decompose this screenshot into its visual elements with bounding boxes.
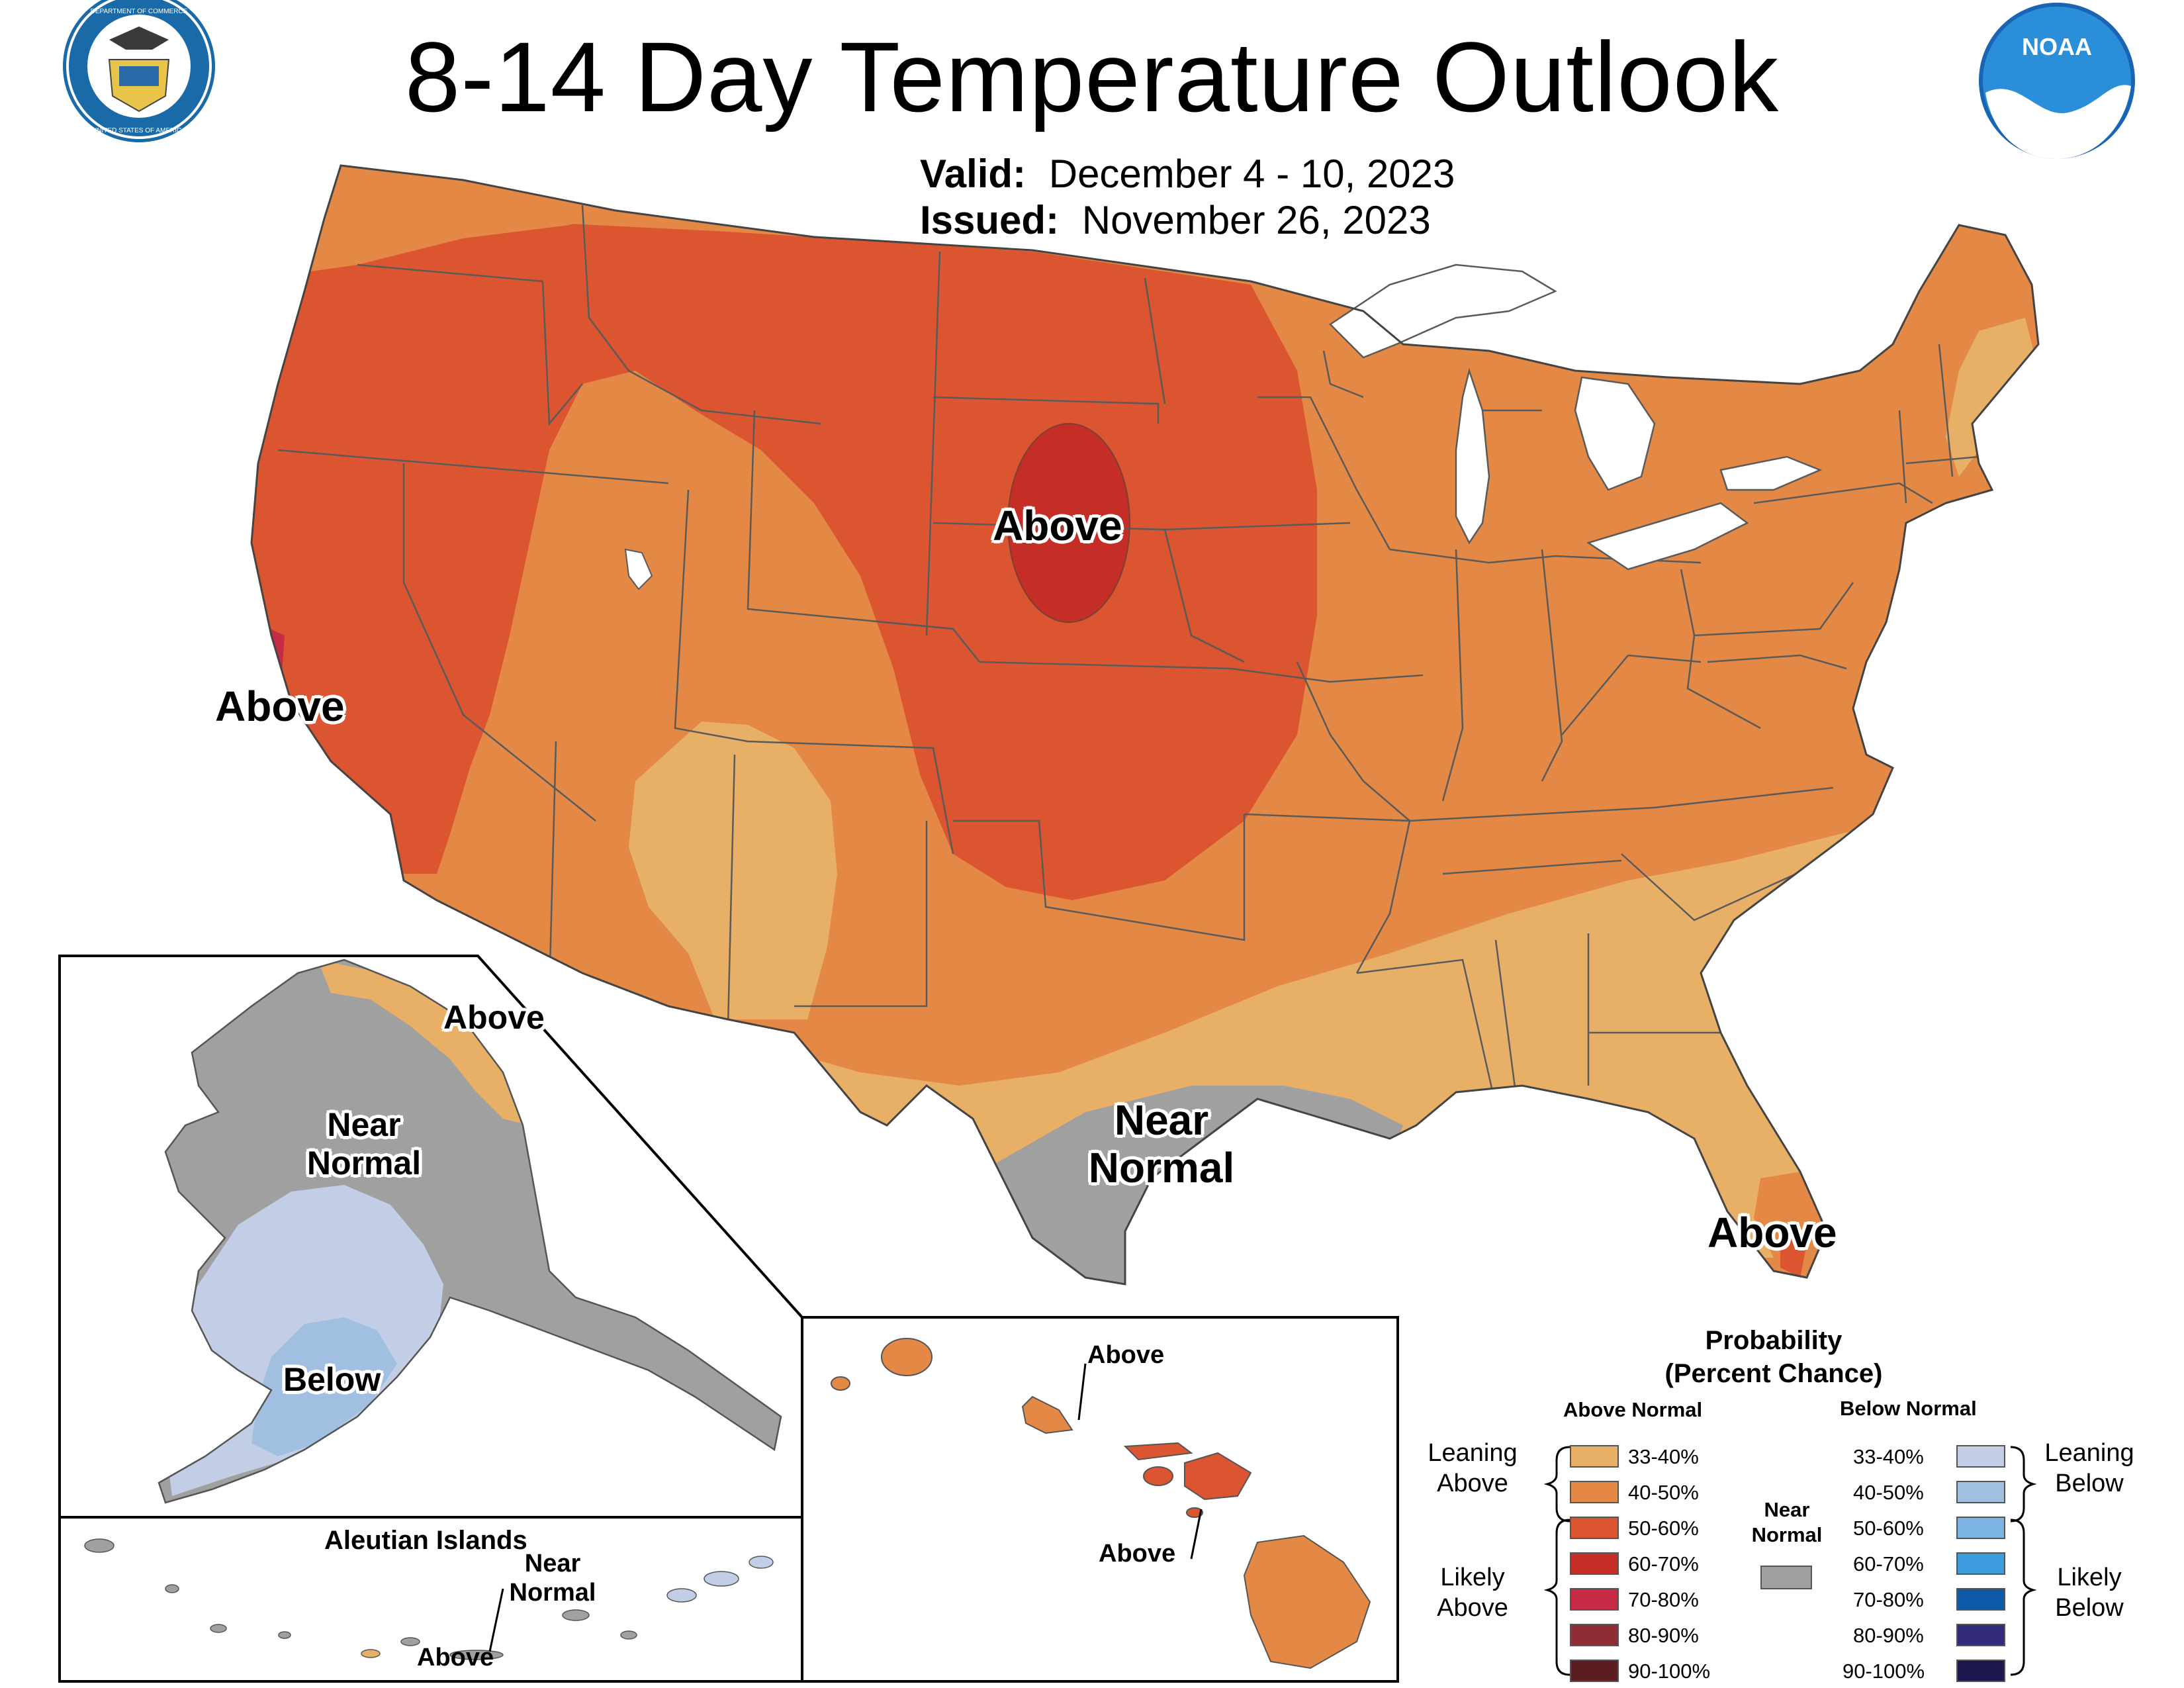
aleutian-near-normal-label: Near Normal — [500, 1549, 606, 1607]
legend-likely-above-label: Likely Above — [1416, 1562, 1529, 1623]
valid-line: Valid: December 4 - 10, 2023 — [920, 151, 1455, 197]
legend-title-line2: (Percent Chance) — [1664, 1359, 1883, 1388]
texas-near-normal-label: Near Normal — [1075, 1099, 1248, 1189]
leaning-above-text-2: Above — [1437, 1470, 1508, 1497]
aleutian-island-shapes — [84, 1538, 637, 1660]
legend-below-swatch-7 — [1956, 1660, 2005, 1682]
legend-near-normal-swatch — [1760, 1566, 1812, 1589]
aleutian-near-text: Near — [524, 1550, 581, 1577]
central-above-label: Above — [993, 502, 1122, 549]
florida-above-label: Above — [1707, 1209, 1837, 1256]
aleutian-near-normal-leader — [488, 1588, 504, 1652]
west-above-label: Above — [215, 682, 345, 730]
seal-text-bottom: UNITED STATES OF AMERICA — [92, 127, 186, 134]
aleutian-normal-text: Normal — [509, 1579, 596, 1607]
issued-value: November 26, 2023 — [1081, 198, 1431, 242]
legend-below-range-5: 70-80% — [1853, 1588, 1924, 1611]
noaa-logo-text: NOAA — [2022, 33, 2092, 60]
texas-near-text: Near — [1114, 1096, 1209, 1144]
legend-above-swatch-6 — [1570, 1624, 1619, 1646]
legend-below-range-2: 40-50% — [1853, 1481, 1924, 1504]
legend-below-range-6: 80-90% — [1853, 1624, 1924, 1647]
legend-leaning-below-label: Leaning Below — [2033, 1438, 2146, 1499]
alaska-below-label: Below — [283, 1361, 381, 1398]
likely-below-text-2: Below — [2055, 1594, 2124, 1622]
aleutian-above-shape — [361, 1649, 381, 1658]
legend-near-normal-label: Near Normal — [1747, 1497, 1827, 1548]
legend-below-heading: Below Normal — [1840, 1397, 1977, 1420]
legend-above-range-6: 80-90% — [1628, 1624, 1699, 1647]
legend-above-swatch-2 — [1570, 1481, 1619, 1503]
legend-below-swatch-6 — [1956, 1624, 2005, 1646]
legend-below-swatch-3 — [1956, 1517, 2005, 1539]
valid-label: Valid: — [920, 152, 1026, 196]
legend-below-swatch-1 — [1956, 1445, 2005, 1468]
near-normal-text-1: Near — [1764, 1498, 1810, 1521]
leaning-above-text-1: Leaning — [1428, 1439, 1518, 1467]
seal-text-top: DEPARTMENT OF COMMERCE — [90, 8, 188, 15]
legend-leaning-above-label: Leaning Above — [1416, 1438, 1529, 1499]
likely-above-text-2: Above — [1437, 1594, 1508, 1622]
texas-normal-text: Normal — [1088, 1144, 1235, 1192]
department-of-commerce-seal-icon — [63, 0, 215, 142]
legend-above-range-1: 33-40% — [1628, 1445, 1699, 1468]
leaning-below-text-1: Leaning — [2044, 1439, 2134, 1467]
leaning-below-text-2: Below — [2055, 1470, 2124, 1497]
legend-above-swatch-7 — [1570, 1660, 1619, 1682]
legend-braces — [1543, 1446, 2037, 1676]
legend-above-swatch-1 — [1570, 1445, 1619, 1468]
issued-line: Issued: November 26, 2023 — [920, 197, 1431, 243]
legend-title: Probability (Percent Chance) — [1588, 1324, 1959, 1390]
legend-above-range-3: 50-60% — [1628, 1517, 1699, 1540]
likely-above-text-1: Likely — [1440, 1564, 1505, 1591]
alaska-normal-text: Normal — [306, 1145, 422, 1182]
legend-below-range-4: 60-70% — [1853, 1552, 1924, 1575]
hawaii-above-bottom-label: Above — [1099, 1540, 1176, 1568]
legend-below-range-3: 50-60% — [1853, 1517, 1924, 1540]
hawaii-above-top-label: Above — [1087, 1341, 1165, 1369]
alaska-near-normal-label: Near Normal — [304, 1105, 424, 1182]
legend-above-swatch-4 — [1570, 1552, 1619, 1575]
legend-above-range-5: 70-80% — [1628, 1588, 1699, 1611]
legend-above-swatch-5 — [1570, 1588, 1619, 1611]
hawaii-island-shapes — [831, 1338, 1371, 1669]
legend-below-range-1: 33-40% — [1853, 1445, 1924, 1468]
legend-below-swatch-2 — [1956, 1481, 2005, 1503]
aleutian-east-below-shapes — [666, 1556, 774, 1603]
hawaii-above-top-leader — [1077, 1363, 1087, 1421]
legend-title-line1: Probability — [1705, 1326, 1843, 1355]
alaska-outline — [158, 959, 782, 1504]
legend-below-swatch-5 — [1956, 1588, 2005, 1611]
great-salt-lake — [624, 548, 653, 590]
conus-outline — [250, 164, 2040, 1286]
legend-below-range-7: 90-100% — [1843, 1660, 1925, 1683]
aleutian-islands-title: Aleutian Islands — [324, 1526, 527, 1555]
valid-value: December 4 - 10, 2023 — [1048, 152, 1455, 196]
aleutian-above-label: Above — [417, 1644, 494, 1671]
legend-above-range-4: 60-70% — [1628, 1552, 1699, 1575]
legend-above-heading: Above Normal — [1563, 1398, 1703, 1421]
noaa-logo-icon — [1979, 3, 2135, 159]
near-normal-text-2: Normal — [1751, 1523, 1823, 1546]
issued-label: Issued: — [920, 198, 1060, 242]
legend-below-swatch-4 — [1956, 1552, 2005, 1575]
alaska-above-label: Above — [443, 999, 545, 1036]
legend-likely-below-label: Likely Below — [2033, 1562, 2146, 1623]
legend-above-range-2: 40-50% — [1628, 1481, 1699, 1504]
alaska-near-text: Near — [327, 1106, 401, 1143]
state-boundaries — [277, 205, 1979, 1106]
hawaii-above-bottom-leader — [1190, 1509, 1203, 1560]
likely-below-text-1: Likely — [2057, 1564, 2122, 1591]
page-title: 8-14 Day Temperature Outlook — [404, 21, 1780, 132]
legend-above-swatch-3 — [1570, 1517, 1619, 1539]
legend-above-range-7: 90-100% — [1628, 1660, 1711, 1683]
great-lakes — [1329, 263, 1823, 571]
